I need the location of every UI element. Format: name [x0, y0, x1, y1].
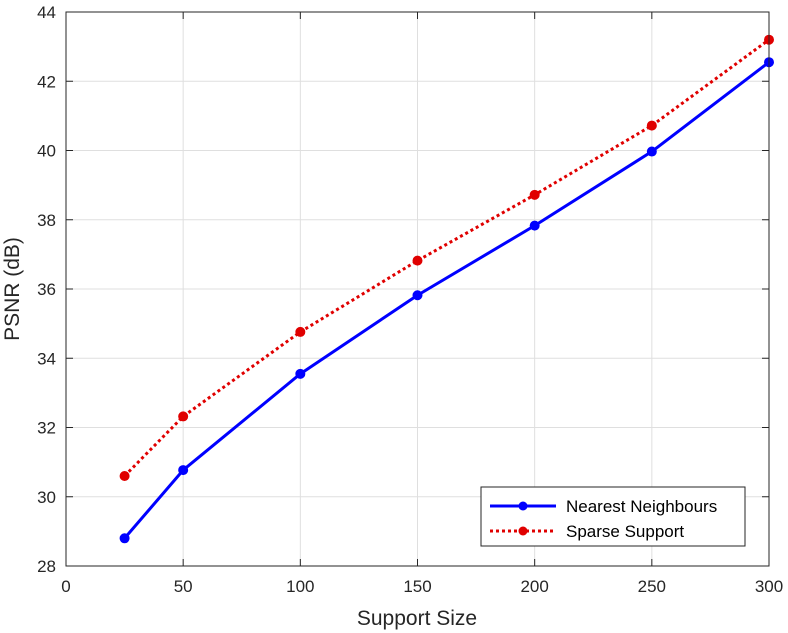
axis-ticks: 0 50 100 150 200 250 300 28 30 32 34 36 38 40 42 44 — [37, 3, 783, 596]
x-tick-label: 250 — [638, 577, 666, 596]
data-point-sparse-support — [119, 470, 130, 481]
y-tick-label: 36 — [37, 280, 56, 299]
data-point-nearest-neighbours — [178, 465, 189, 476]
legend-label-nearest-neighbours: Nearest Neighbours — [566, 497, 717, 516]
data-point-nearest-neighbours — [295, 368, 306, 379]
data-point-sparse-support — [178, 411, 189, 422]
data-point-sparse-support — [646, 120, 657, 131]
y-tick-label: 38 — [37, 211, 56, 230]
data-point-nearest-neighbours — [529, 220, 540, 231]
data-point-sparse-support — [412, 255, 423, 266]
data-point-sparse-support — [295, 326, 306, 337]
legend-marker-sparse-support — [518, 526, 528, 536]
data-point-nearest-neighbours — [119, 533, 130, 544]
y-tick-label: 30 — [37, 488, 56, 507]
x-tick-label: 100 — [286, 577, 314, 596]
legend-box — [480, 486, 746, 547]
legend-label-sparse-support: Sparse Support — [566, 522, 684, 541]
data-point-nearest-neighbours — [412, 290, 423, 301]
x-tick-label: 200 — [520, 577, 548, 596]
legend-marker-nearest-neighbours — [518, 501, 528, 511]
y-tick-label: 44 — [37, 3, 56, 22]
x-tick-label: 50 — [174, 577, 193, 596]
y-tick-label: 42 — [37, 72, 56, 91]
data-point-sparse-support — [529, 189, 540, 200]
y-tick-label: 40 — [37, 142, 56, 161]
x-axis-title: Support Size — [357, 607, 477, 630]
legend: Nearest Neighbours Sparse Support — [480, 486, 746, 547]
y-tick-label: 28 — [37, 557, 56, 576]
y-tick-label: 32 — [37, 419, 56, 438]
series-layer — [119, 34, 774, 544]
data-point-nearest-neighbours — [646, 146, 657, 157]
x-tick-label: 0 — [61, 577, 70, 596]
y-axis-title: PSNR (dB) — [1, 237, 24, 341]
y-tick-label: 34 — [37, 349, 56, 368]
x-tick-label: 150 — [403, 577, 431, 596]
x-tick-label: 300 — [755, 577, 783, 596]
